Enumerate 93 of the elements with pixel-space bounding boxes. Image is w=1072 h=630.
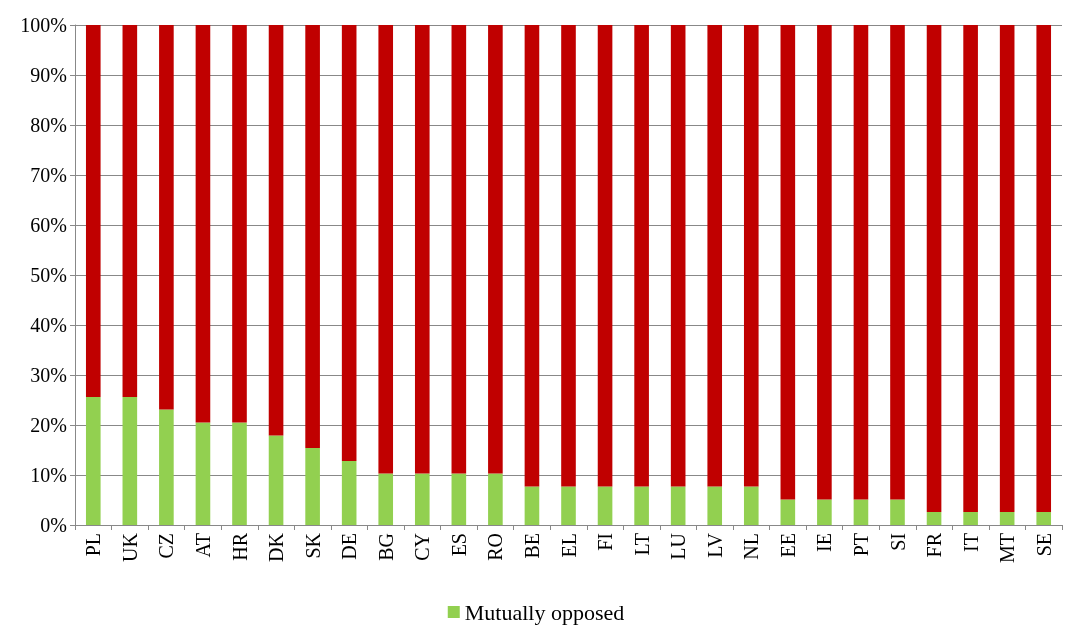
- bar: [451, 25, 467, 474]
- bar: [670, 486, 686, 525]
- bar: [524, 486, 540, 525]
- bar: [963, 512, 978, 525]
- x-tick-label: CY: [411, 533, 434, 561]
- bar: [122, 25, 138, 397]
- bar: [853, 499, 869, 525]
- bar: [780, 499, 796, 525]
- bar: [597, 486, 613, 525]
- bar: [159, 25, 174, 410]
- bar: [341, 461, 357, 525]
- x-tick-label: MT: [996, 533, 1019, 563]
- bar: [890, 25, 905, 500]
- bar: [488, 25, 503, 474]
- x-tick-label: BG: [374, 533, 397, 561]
- x-tick-label: HR: [228, 532, 251, 561]
- y-tick-label: 40%: [30, 314, 67, 336]
- bar: [743, 486, 759, 525]
- bar: [305, 25, 320, 448]
- bar: [561, 486, 576, 525]
- x-tick-label: BE: [520, 533, 543, 559]
- y-tick-label: 30%: [30, 364, 67, 386]
- bar: [232, 25, 247, 423]
- y-tick-label: 0%: [40, 514, 67, 536]
- x-tick-label: FI: [594, 533, 617, 551]
- bar: [159, 409, 174, 525]
- x-tick-label: IT: [959, 533, 982, 552]
- bar: [268, 435, 284, 525]
- bar: [488, 473, 503, 525]
- legend-label: Mutually opposed: [464, 599, 625, 625]
- y-tick-label: 60%: [30, 214, 67, 236]
- x-tick-label: ES: [447, 533, 470, 557]
- x-tick-label: DE: [338, 533, 361, 560]
- bar: [743, 25, 759, 487]
- bar: [707, 486, 723, 525]
- y-tick-label: 90%: [30, 64, 67, 86]
- x-tick-label: IE: [813, 533, 836, 552]
- bar: [378, 25, 394, 474]
- bar: [817, 25, 832, 500]
- bar: [707, 25, 723, 487]
- x-tick-label: UK: [118, 532, 141, 562]
- bar: [780, 25, 796, 500]
- y-tick-label: 20%: [30, 414, 67, 436]
- x-tick-label: AT: [191, 533, 214, 558]
- y-tick-label: 100%: [20, 14, 67, 36]
- x-tick-label: EE: [776, 533, 799, 558]
- bar: [85, 25, 101, 397]
- bar: [634, 486, 649, 525]
- y-tick-label: 80%: [30, 114, 67, 136]
- bar: [963, 25, 978, 512]
- bar: [305, 448, 320, 525]
- bar: [561, 25, 576, 487]
- x-tick-label: PL: [82, 533, 105, 557]
- bar: [597, 25, 613, 487]
- bar: [999, 25, 1015, 512]
- bar: [926, 25, 942, 512]
- bar: [378, 473, 394, 525]
- bar: [670, 25, 686, 487]
- x-tick-label: NL: [740, 533, 763, 560]
- x-tick-label: EL: [557, 533, 580, 558]
- bar: [926, 512, 942, 525]
- x-tick-label: PT: [849, 533, 872, 557]
- bar: [414, 473, 430, 525]
- y-tick-label: 50%: [30, 264, 67, 286]
- bar: [341, 25, 357, 461]
- bar: [999, 512, 1015, 525]
- bar: [451, 473, 467, 525]
- bar: [85, 397, 101, 525]
- x-tick-label: SK: [301, 532, 324, 559]
- x-tick-label: LT: [630, 533, 653, 556]
- y-tick-label: 10%: [30, 464, 67, 486]
- bar: [890, 499, 905, 525]
- x-tick-label: DK: [265, 532, 288, 562]
- x-tick-label: SI: [886, 533, 909, 551]
- bar: [122, 397, 138, 525]
- x-tick-label: LU: [667, 532, 690, 560]
- bar: [853, 25, 869, 500]
- x-tick-label: LV: [703, 532, 726, 558]
- x-tick-label: FR: [923, 532, 946, 558]
- x-tick-label: RO: [484, 533, 507, 561]
- bar: [195, 25, 211, 423]
- bar: [524, 25, 540, 487]
- bar: [1036, 512, 1052, 525]
- bar: [817, 499, 832, 525]
- bar: [232, 422, 247, 525]
- bar: [634, 25, 649, 487]
- bar: [1036, 25, 1052, 512]
- bar: [195, 422, 211, 525]
- x-tick-label: CZ: [155, 533, 178, 559]
- bar: [414, 25, 430, 474]
- x-tick-label: SE: [1032, 533, 1055, 557]
- y-tick-label: 70%: [30, 164, 67, 186]
- bar: [268, 25, 284, 436]
